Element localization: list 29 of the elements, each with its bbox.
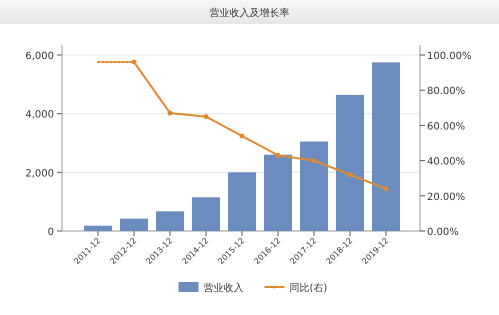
point	[240, 133, 244, 138]
bar	[228, 172, 256, 231]
point	[312, 158, 316, 164]
y2-tick-label: 100.00%	[427, 51, 472, 62]
bar	[264, 154, 292, 231]
point	[276, 152, 280, 158]
y-tick-label: 2,000	[25, 168, 54, 180]
y2-tick-label: 60.00%	[427, 121, 466, 132]
y2-tick-label: 0.00%	[427, 227, 459, 238]
point	[168, 110, 172, 116]
legend-label: 营业收入	[204, 282, 244, 294]
bar	[120, 218, 148, 231]
bar	[192, 197, 220, 231]
bar	[156, 211, 184, 231]
bar	[372, 62, 400, 231]
point	[384, 186, 388, 192]
legend-label: 同比(右)	[290, 282, 328, 294]
y2-tick-label: 20.00%	[427, 192, 466, 203]
y-tick-label: 4,000	[25, 110, 54, 121]
bar	[300, 142, 328, 231]
chart-title: 营业收入及增长率	[210, 7, 290, 19]
y-tick-label: 6,000	[25, 51, 54, 62]
point	[204, 114, 208, 120]
bar	[336, 94, 364, 231]
y2-tick-label: 40.00%	[427, 156, 466, 168]
y-tick-label: 0	[48, 227, 54, 238]
point	[348, 172, 352, 178]
y2-tick-label: 80.00%	[427, 86, 466, 98]
bar	[84, 226, 112, 231]
